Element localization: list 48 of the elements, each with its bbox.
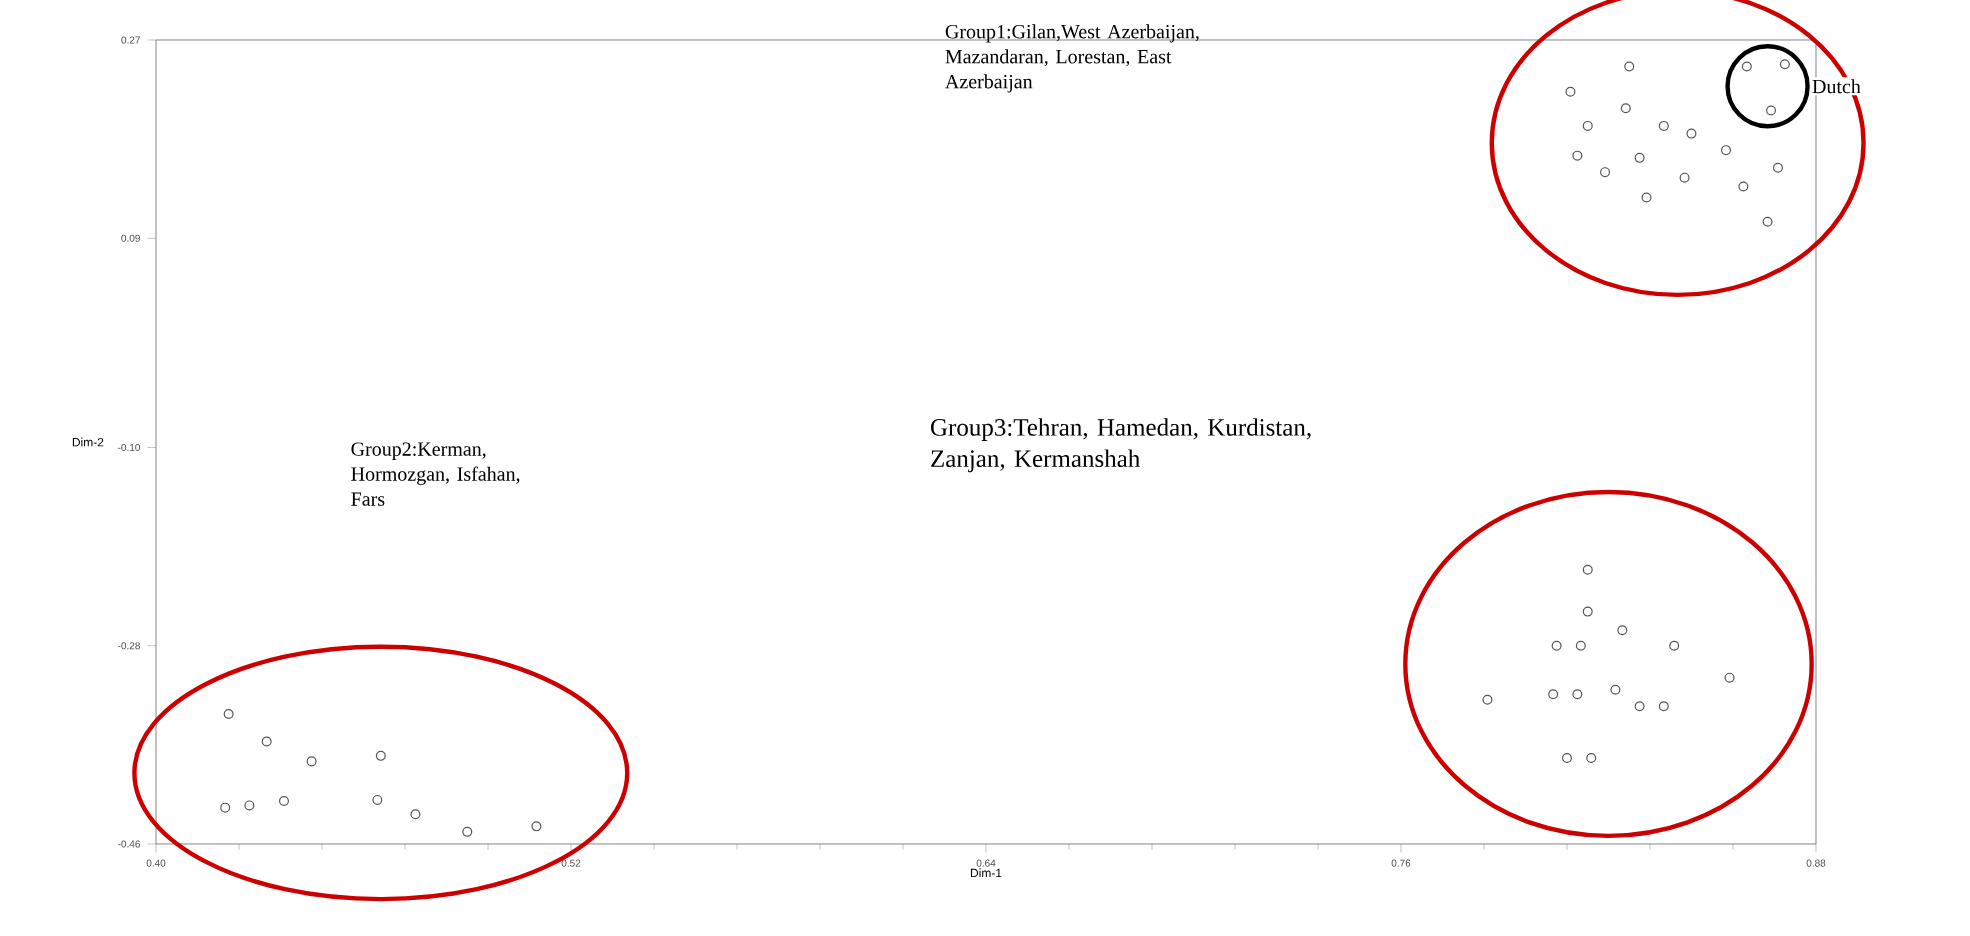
point [531,821,542,832]
point [1582,564,1593,575]
point [462,826,473,837]
point [1572,689,1583,700]
point [1575,640,1586,651]
point [1620,103,1631,114]
point [372,794,383,805]
point [1582,606,1593,617]
point [1772,162,1783,173]
point [223,709,234,720]
point [1565,86,1576,97]
point [1600,167,1611,178]
point [1641,192,1652,203]
point [1617,625,1628,636]
point [1679,172,1690,183]
point [1724,672,1735,683]
point [1686,128,1697,139]
annotation: Group2:Kerman, Hormozgan, Isfahan, Fars [351,442,520,506]
point [278,796,289,807]
point [220,802,231,813]
point [1482,694,1493,705]
point [1658,120,1669,131]
point [1624,61,1635,72]
annotation: Group1:Gilan,West Azerbaijan, Mazandaran, Lorestan, East Azerbaijan [945,24,1199,93]
point [1721,145,1732,156]
point [1779,59,1790,70]
point [1766,105,1777,116]
point [1741,61,1752,72]
point [1634,701,1645,712]
annotation: Group3:Tehran, Hamedan, Kurdistan, Zanjan, Kermanshah [931,418,1311,473]
point [1561,753,1572,764]
point [1762,216,1773,227]
point [306,756,317,767]
point [1669,640,1680,651]
point [244,800,255,811]
point [1582,120,1593,131]
point [1586,753,1597,764]
point [1572,150,1583,161]
point [1610,684,1621,695]
point [1548,689,1559,700]
point [1658,701,1669,712]
annotation: Dutch [1812,79,1861,94]
point [1738,181,1749,192]
point [410,809,421,820]
point [261,736,272,747]
point [1551,640,1562,651]
point [375,750,386,761]
point [1634,152,1645,163]
